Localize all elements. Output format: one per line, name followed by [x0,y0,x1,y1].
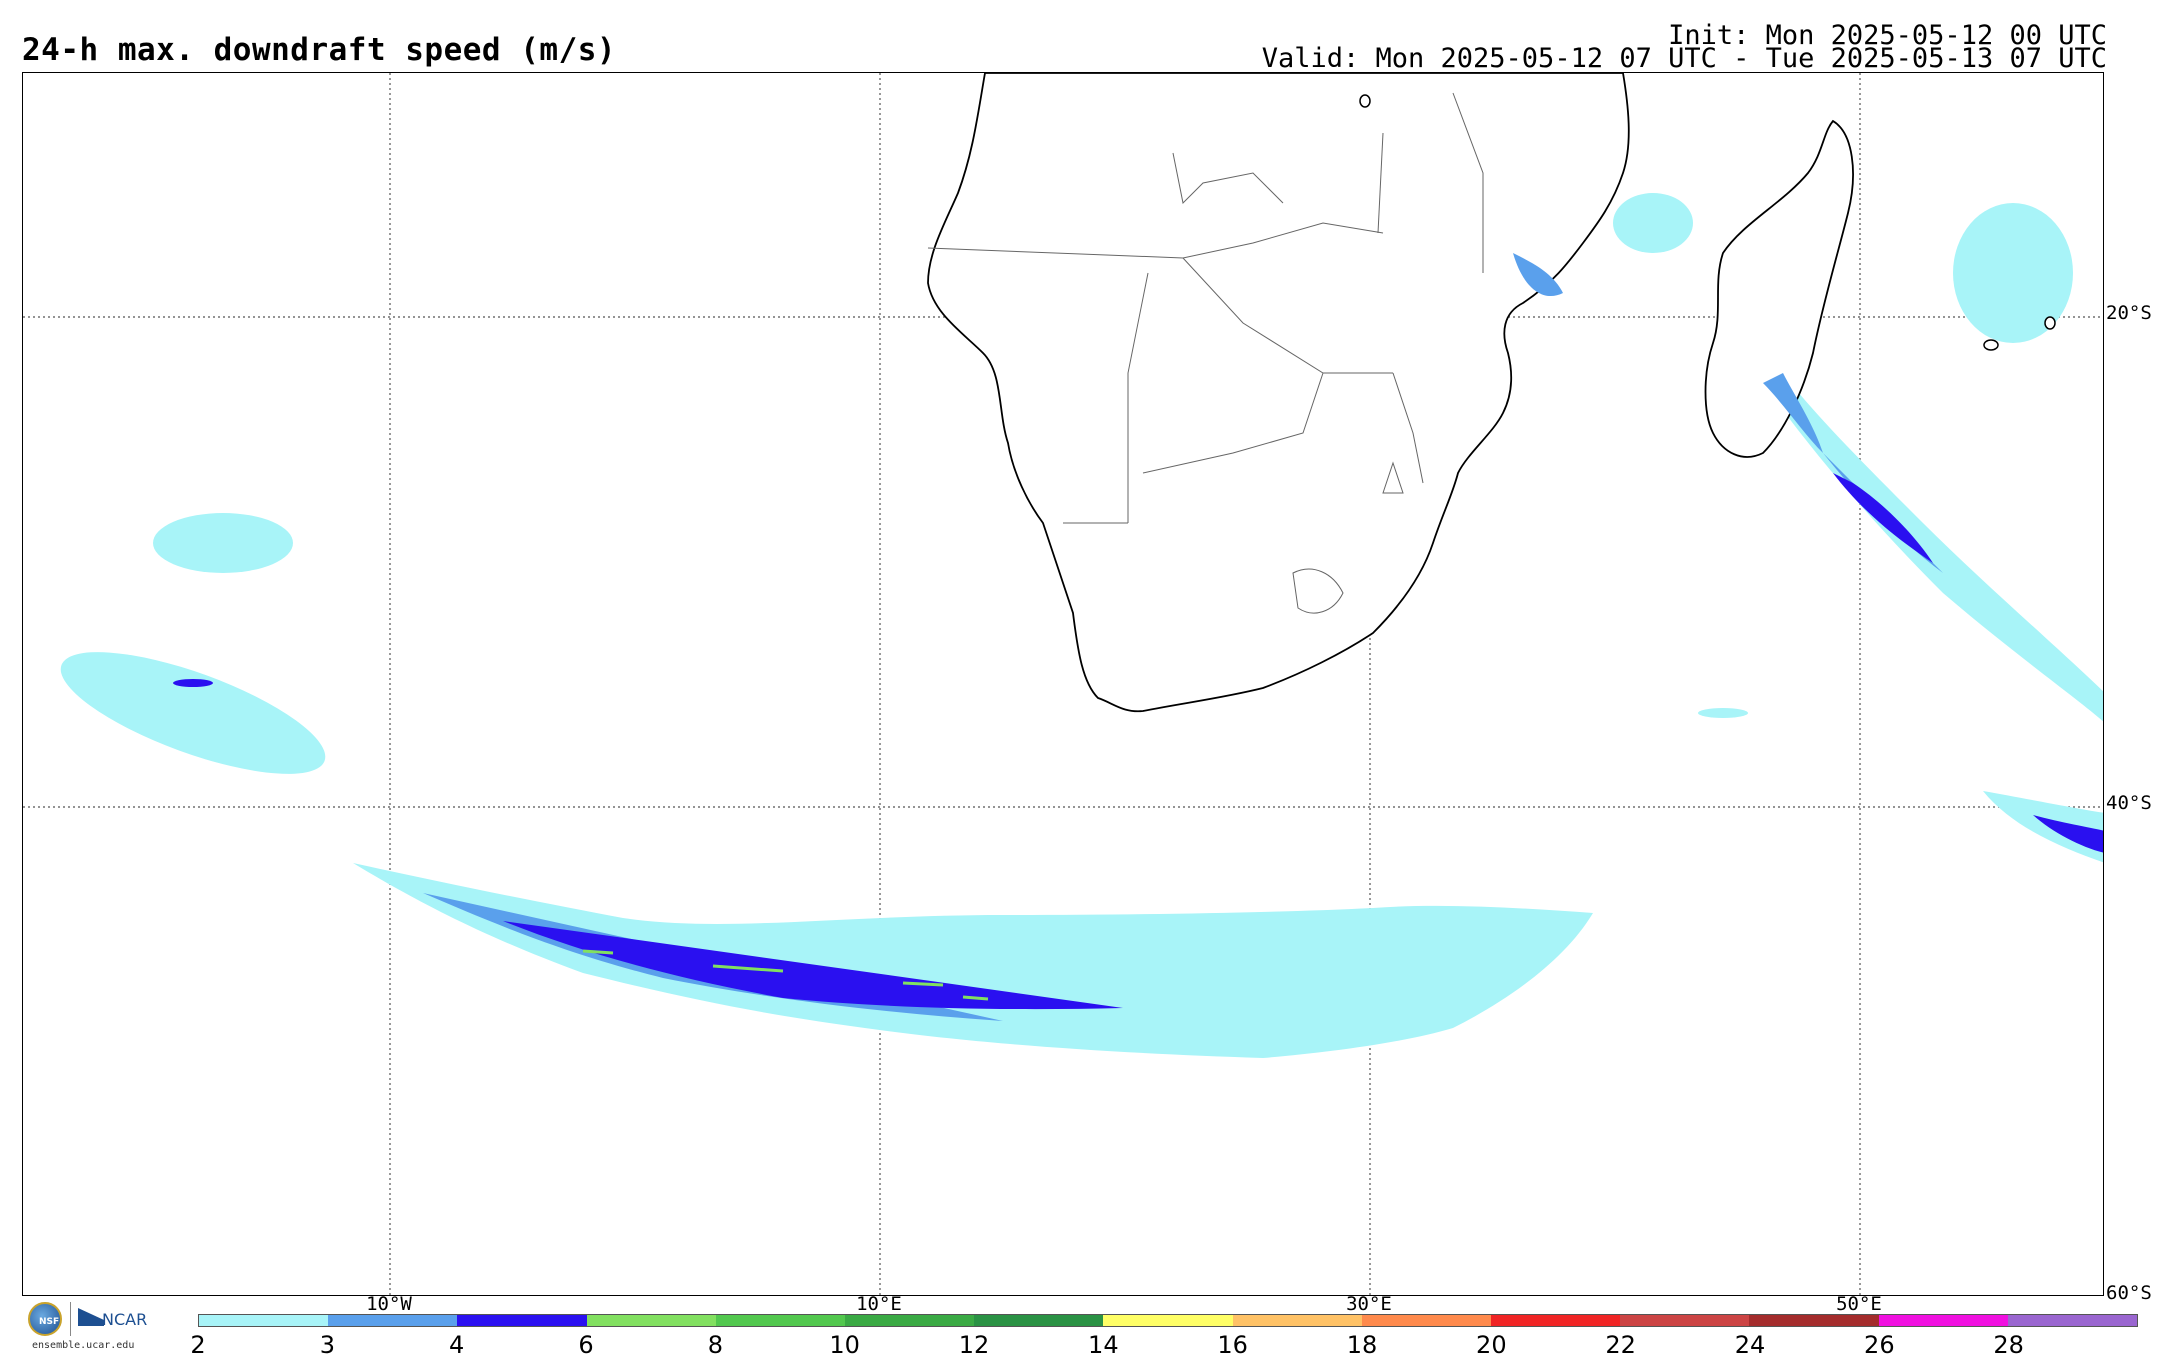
lat-label-20s: 20°S [2106,302,2152,324]
colorbar-tick-label: 4 [449,1331,465,1359]
ncar-logo-icon [78,1308,104,1326]
map-panel [22,72,2104,1296]
colorbar-segment [1103,1315,1233,1326]
downdraft-band-south-atlantic [353,863,1593,1058]
colorbar-segment [1361,1315,1492,1326]
colorbar-tick-label: 28 [1993,1331,2024,1359]
colorbar-tick-label: 18 [1346,1331,1378,1359]
africa-coastline [927,73,1630,713]
colorbar-tick-label: 12 [958,1331,990,1359]
init-time: Init: Mon 2025-05-12 00 UTC [1668,20,2107,51]
madagascar-coastline [1704,119,1854,458]
colorbar-tick-label: 22 [1605,1331,1636,1359]
logo-divider [70,1302,71,1336]
mozambique-overlay [1513,253,1563,297]
colorbar-tick-label: 26 [1864,1331,1895,1359]
colorbar-segment [715,1315,846,1326]
colorbar-tick-label: 16 [1217,1331,1248,1359]
downdraft-band-east [1983,791,2103,863]
islands [1359,94,2056,351]
lat-label-60s: 60°S [2106,1282,2152,1304]
valid-time: Valid: Mon 2025-05-12 07 UTC - Tue 2025-… [1261,43,2107,74]
colorbar-segment [1491,1315,1621,1326]
colorbar-segment [199,1315,329,1326]
colorbar-tick-label: 3 [319,1331,335,1359]
colorbar-segment [1878,1315,2008,1326]
colorbar-segment [1749,1315,1879,1326]
colorbar-segment [2007,1315,2138,1326]
map-canvas [23,73,2103,1295]
lon-label-10e: 10°E [856,1293,902,1315]
colorbar-segment [974,1315,1104,1326]
site-url: ensemble.ucar.edu [32,1340,135,1351]
colorbar-segment [1232,1315,1362,1326]
colorbar-tick-label: 2 [190,1331,206,1359]
map-title: 24-h max. downdraft speed (m/s) [22,32,617,68]
colorbar-segment [586,1315,716,1326]
colorbar-tick-label: 24 [1734,1331,1766,1359]
colorbar-segment [328,1315,458,1326]
colorbar-tick-label: 10 [829,1331,860,1359]
colorbar-segment [1620,1315,1750,1326]
nsf-logo-icon: NSF [28,1302,62,1336]
logos: NSF NCAR ensemble.ucar.edu [24,1300,164,1352]
colorbar-tick-label: 6 [578,1331,594,1359]
nsf-logo-text: NSF [39,1317,60,1327]
colorbar-tick-label: 20 [1476,1331,1507,1359]
lon-label-30e: 30°E [1346,1293,1392,1315]
colorbar-tick-label: 8 [707,1331,723,1359]
madagascar-streak-overlay [1763,373,1823,453]
ncar-logo-text: NCAR [102,1310,148,1329]
colorbar-segment [845,1315,975,1326]
lon-label-50e: 50°E [1836,1293,1882,1315]
lon-label-10w: 10°W [366,1293,412,1315]
colorbar-segment [457,1315,587,1326]
lat-label-40s: 40°S [2106,792,2152,814]
colorbar-tick-label: 14 [1088,1331,1119,1359]
downdraft-streak-madagascar [1763,373,2103,722]
colorbar [198,1314,2138,1327]
country-borders [927,92,1484,614]
